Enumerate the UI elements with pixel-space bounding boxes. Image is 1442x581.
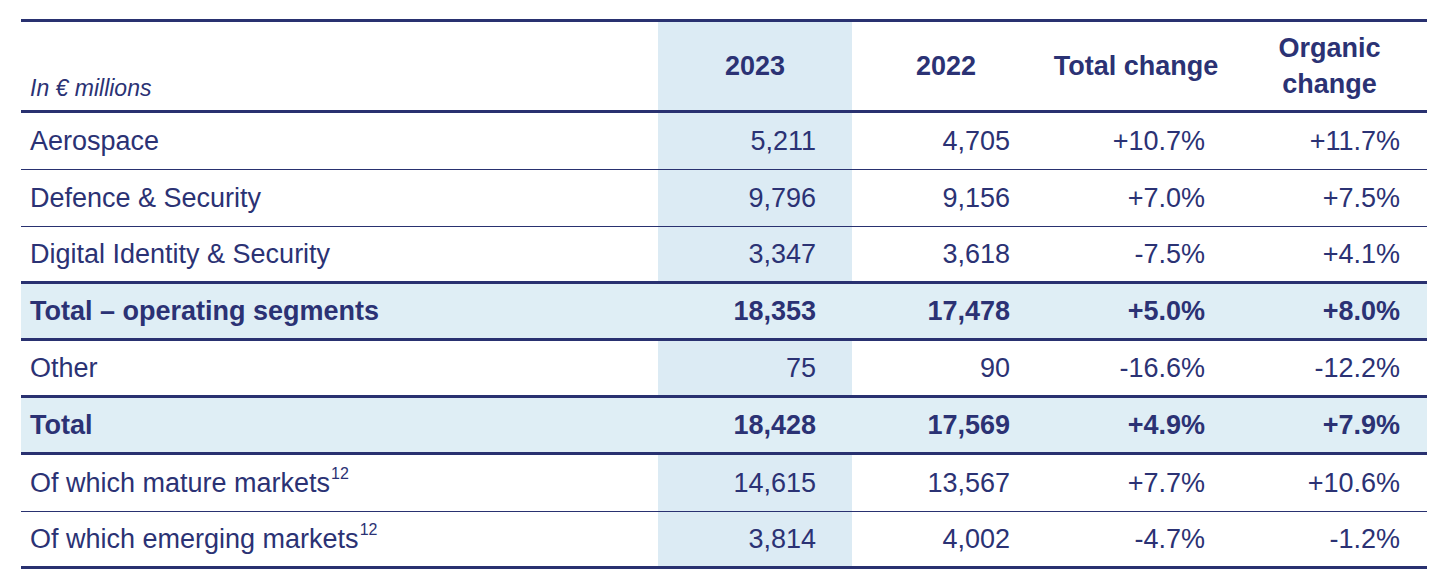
row-label-text: Of which emerging markets <box>30 524 359 555</box>
value-2022: 4,705 <box>852 113 1040 169</box>
row-label-text: Defence & Security <box>30 183 261 214</box>
value-organic-change: -12.2% <box>1232 341 1427 395</box>
column-header-2023: 2023 <box>658 22 852 110</box>
table-header-row: In € millions 2023 2022 Total change Org… <box>21 22 1427 113</box>
value-2022: 90 <box>852 341 1040 395</box>
value-organic-change: +7.5% <box>1232 170 1427 226</box>
value-2023: 3,814 <box>658 512 852 566</box>
value-2022: 3,618 <box>852 227 1040 281</box>
revenue-by-segment-table: In € millions 2023 2022 Total change Org… <box>21 19 1427 569</box>
value-organic-change: +10.6% <box>1232 455 1427 511</box>
value-2023: 75 <box>658 341 852 395</box>
row-label: Total <box>21 398 658 452</box>
row-label-text: Digital Identity & Security <box>30 239 330 270</box>
value-organic-change: +7.9% <box>1232 398 1427 452</box>
table-row-mature-markets: Of which mature markets12 14,615 13,567 … <box>21 455 1427 512</box>
table-row-total: Total 18,428 17,569 +4.9% +7.9% <box>21 398 1427 455</box>
table-row-emerging-markets: Of which emerging markets12 3,814 4,002 … <box>21 512 1427 569</box>
value-total-change: +7.7% <box>1040 455 1232 511</box>
value-2023: 18,353 <box>658 284 852 338</box>
value-total-change: -16.6% <box>1040 341 1232 395</box>
value-total-change: +4.9% <box>1040 398 1232 452</box>
value-2023: 3,347 <box>658 227 852 281</box>
page: In € millions 2023 2022 Total change Org… <box>0 0 1442 581</box>
value-2022: 17,569 <box>852 398 1040 452</box>
value-total-change: -4.7% <box>1040 512 1232 566</box>
row-label: Defence & Security <box>21 170 658 226</box>
value-2023: 14,615 <box>658 455 852 511</box>
row-label: Aerospace <box>21 113 658 169</box>
column-header-organic-change: Organic change <box>1232 22 1427 110</box>
value-total-change: -7.5% <box>1040 227 1232 281</box>
value-organic-change: +11.7% <box>1232 113 1427 169</box>
value-2023: 5,211 <box>658 113 852 169</box>
value-total-change: +7.0% <box>1040 170 1232 226</box>
value-2022: 13,567 <box>852 455 1040 511</box>
value-total-change: +5.0% <box>1040 284 1232 338</box>
value-organic-change: -1.2% <box>1232 512 1427 566</box>
value-organic-change: +8.0% <box>1232 284 1427 338</box>
table-row-aerospace: Aerospace 5,211 4,705 +10.7% +11.7% <box>21 113 1427 170</box>
row-label-text: Total <box>30 410 93 441</box>
value-2023: 18,428 <box>658 398 852 452</box>
row-label: Digital Identity & Security <box>21 227 658 281</box>
value-organic-change: +4.1% <box>1232 227 1427 281</box>
value-2023: 9,796 <box>658 170 852 226</box>
column-header-organic-change-label: Organic change <box>1260 30 1400 103</box>
row-label-text: Other <box>30 353 98 384</box>
row-label: Other <box>21 341 658 395</box>
column-header-total-change: Total change <box>1040 22 1232 110</box>
table-row-digital-identity-security: Digital Identity & Security 3,347 3,618 … <box>21 227 1427 284</box>
table-row-total-operating-segments: Total – operating segments 18,353 17,478… <box>21 284 1427 341</box>
row-label: Total – operating segments <box>21 284 658 338</box>
row-label: Of which mature markets12 <box>21 455 658 511</box>
value-2022: 17,478 <box>852 284 1040 338</box>
value-total-change: +10.7% <box>1040 113 1232 169</box>
row-label-text: Aerospace <box>30 126 159 157</box>
column-header-2022: 2022 <box>852 22 1040 110</box>
table-row-defence-security: Defence & Security 9,796 9,156 +7.0% +7.… <box>21 170 1427 227</box>
row-label-text: Of which mature markets <box>30 468 330 499</box>
value-2022: 4,002 <box>852 512 1040 566</box>
row-label-text: Total – operating segments <box>30 296 379 327</box>
value-2022: 9,156 <box>852 170 1040 226</box>
unit-label: In € millions <box>21 22 658 110</box>
row-label: Of which emerging markets12 <box>21 512 658 566</box>
table-row-other: Other 75 90 -16.6% -12.2% <box>21 341 1427 398</box>
